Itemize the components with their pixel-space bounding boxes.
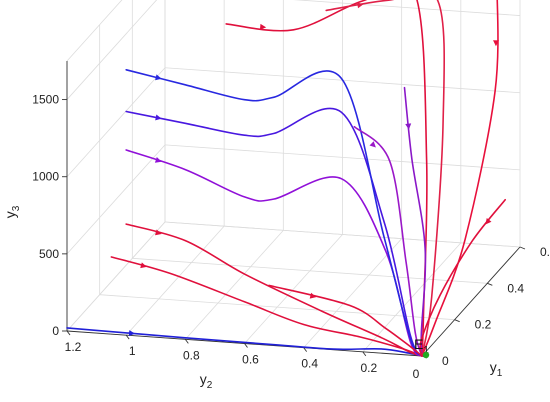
equilibrium-annotation: E1 xyxy=(414,336,430,359)
y2-tick-label: 0.4 xyxy=(301,357,318,371)
trajectory-6 xyxy=(125,69,423,357)
floor-grid-y1-0.4 xyxy=(132,257,488,284)
y2-tick-label: 0.2 xyxy=(360,361,377,375)
wall-b-horiz-500 xyxy=(66,144,166,255)
trajectory-12 xyxy=(419,198,506,357)
axis-labels: y2 y1 y3 xyxy=(2,205,503,391)
trajectory-1 xyxy=(66,327,423,357)
y3-tick-label: 500 xyxy=(39,247,59,261)
floor-grid-y2-0.8 xyxy=(185,230,284,340)
y2-label-sub: 2 xyxy=(207,380,213,391)
y1-label-base: y xyxy=(490,359,497,375)
y2-tick-label-zero: 0 xyxy=(413,367,420,381)
y1-tick-label: 0 xyxy=(442,354,449,368)
trajectory-9 xyxy=(353,125,423,357)
trajectory-11-arrow xyxy=(493,40,500,47)
trajectory-6-arrow xyxy=(155,74,162,81)
trajectory-10 xyxy=(403,86,427,357)
trajectory-11 xyxy=(421,0,499,357)
grid xyxy=(66,0,521,357)
y2-label-base: y xyxy=(200,371,207,387)
y1-tick-label: 0.2 xyxy=(475,318,492,332)
tick-labels: 0.2 0.4 0.6 0.8 1 1.2 0 0 0.2 0.4 0.6 0 500 1000 1500 xyxy=(32,93,550,381)
wall-b-horiz-1000 xyxy=(66,67,166,177)
trajectory-5-arrow xyxy=(155,114,162,121)
wall-b-horiz-1500 xyxy=(66,0,158,100)
y2-axis-label: y2 xyxy=(200,371,213,391)
y3-tick-label: 1500 xyxy=(32,93,59,107)
y2-tick-mark xyxy=(184,339,189,344)
y1-axis-label: y1 xyxy=(490,359,503,379)
equilibrium-point xyxy=(422,351,430,359)
y1-tick-mark xyxy=(487,282,493,286)
axes xyxy=(62,61,526,359)
y3-tick-label: 0 xyxy=(52,324,59,338)
wall-a-horiz-0 xyxy=(164,221,521,248)
y1-axis-line xyxy=(421,246,521,357)
y2-tick-mark xyxy=(303,347,308,352)
wall-b-horiz-1750 xyxy=(66,0,123,62)
trajectory-7-arrow xyxy=(259,23,267,30)
y2-tick-mark xyxy=(125,334,130,340)
y2-tick-label: 0.6 xyxy=(242,353,259,367)
wall-a-horiz-1500 xyxy=(293,0,521,16)
equilibrium-label-sub: 1 xyxy=(423,345,429,356)
floor-grid-y2-1 xyxy=(125,225,225,336)
trajectory-3 xyxy=(125,223,423,357)
trajectory-13-arrow xyxy=(309,292,317,299)
trajectory-10-arrow xyxy=(405,123,412,130)
equilibrium-label: E1 xyxy=(414,336,429,356)
trajectory-8-arrow xyxy=(357,2,364,9)
trajectories xyxy=(66,0,506,357)
trajectory-1-arrow xyxy=(128,330,136,337)
y2-tick-mark xyxy=(244,343,248,348)
trajectory-5 xyxy=(125,107,423,357)
y3-tick-label: 1000 xyxy=(32,170,59,184)
y1-tick-label: 0.4 xyxy=(507,281,524,295)
trajectory-3-arrow xyxy=(155,229,162,236)
y1-tick-mark xyxy=(454,319,460,323)
trajectory-2-arrow xyxy=(140,262,147,269)
y2-tick-label: 1.2 xyxy=(65,340,82,354)
wall-b-horiz-0 xyxy=(66,221,166,332)
trajectory-13 xyxy=(268,284,423,357)
trajectory-4 xyxy=(125,149,423,357)
trajectory-9-arrow xyxy=(369,141,376,148)
y3-axis-label: y3 xyxy=(2,205,22,218)
y2-tick-mark xyxy=(66,330,71,336)
trajectory-4-arrow xyxy=(154,157,162,163)
floor-grid-y2-0.6 xyxy=(244,234,343,344)
y3-label-sub: 3 xyxy=(11,205,22,211)
floor-grid-y1-0.2 xyxy=(99,294,455,321)
y2-tick-label: 1 xyxy=(129,344,136,358)
y1-tick-mark xyxy=(519,246,526,250)
y1-label-sub: 1 xyxy=(497,368,503,379)
y2-tick-mark xyxy=(362,351,367,357)
equilibrium-label-base: E xyxy=(414,336,423,352)
trajectory-12-arrow xyxy=(485,217,492,225)
y1-tick-label: 0.6 xyxy=(540,245,550,259)
floor-grid-y2-0.2 xyxy=(362,242,462,353)
trajectory-8 xyxy=(325,0,446,357)
wall-a-horiz-500 xyxy=(164,144,521,171)
y3-label-base: y xyxy=(2,211,18,218)
y2-tick-label: 0.8 xyxy=(183,348,200,362)
